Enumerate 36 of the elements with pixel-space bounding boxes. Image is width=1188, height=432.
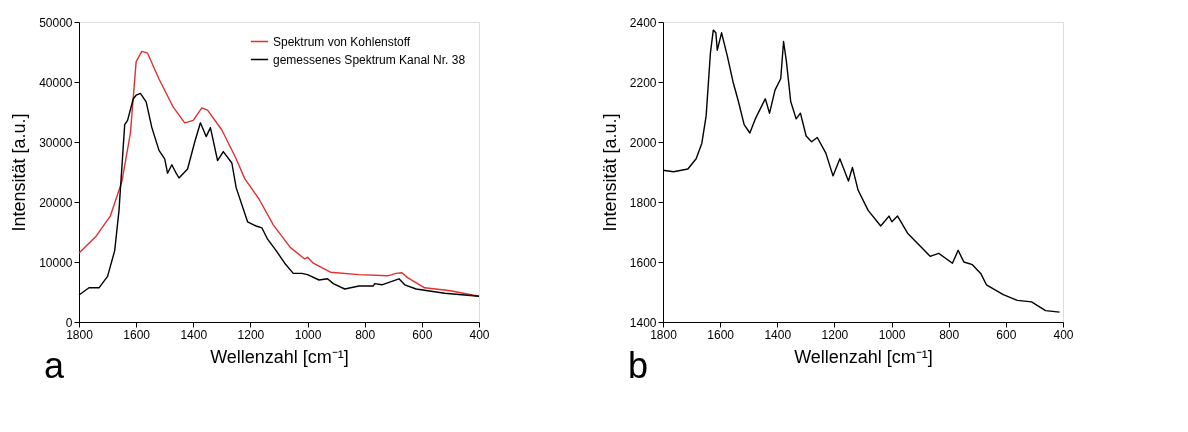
y-tick-label: 0 — [65, 315, 73, 330]
y-tick-label: 2200 — [629, 75, 657, 90]
x-tick-label: 600 — [996, 327, 1017, 342]
x-tick-label: 600 — [412, 327, 433, 342]
x-tick-label: 1600 — [123, 327, 151, 342]
x-axis-title: Wellenzahl [cm⁻¹] — [210, 346, 349, 367]
y-tick-label: 20000 — [39, 195, 73, 210]
y-tick-label: 1400 — [629, 315, 657, 330]
y-tick-label: 30000 — [39, 135, 73, 150]
legend-label: gemessenes Spektrum Kanal Nr. 38 — [273, 52, 466, 67]
y-tick-label: 10000 — [39, 255, 73, 270]
y-tick-label: 2400 — [629, 15, 657, 30]
text: b — [628, 345, 649, 386]
x-tick-label: 1600 — [707, 327, 735, 342]
y-tick-label: 50000 — [39, 15, 73, 30]
legend-label: Spektrum von Kohlenstoff — [273, 34, 411, 49]
y-axis-title: Intensität [a.u.] — [9, 113, 30, 232]
text: a — [44, 345, 65, 386]
x-tick-label: 400 — [469, 327, 490, 342]
x-tick-label: 1400 — [180, 327, 208, 342]
x-tick-label: 1800 — [650, 327, 678, 342]
x-tick-label: 1200 — [821, 327, 849, 342]
y-tick-label: 1800 — [629, 195, 657, 210]
x-tick-label: 400 — [1053, 327, 1074, 342]
x-tick-label: 1800 — [66, 327, 94, 342]
x-axis-title: Wellenzahl [cm⁻¹] — [794, 346, 933, 367]
x-tick-label: 1400 — [764, 327, 792, 342]
x-tick-label: 800 — [355, 327, 376, 342]
y-tick-label: 1600 — [629, 255, 657, 270]
y-tick-label: 40000 — [39, 75, 73, 90]
y-tick-label: 2000 — [629, 135, 657, 150]
x-tick-label: 1000 — [294, 327, 322, 342]
y-axis-title: Intensität [a.u.] — [599, 113, 620, 232]
x-tick-label: 1000 — [878, 327, 906, 342]
x-tick-label: 800 — [939, 327, 960, 342]
x-tick-label: 1200 — [237, 327, 265, 342]
